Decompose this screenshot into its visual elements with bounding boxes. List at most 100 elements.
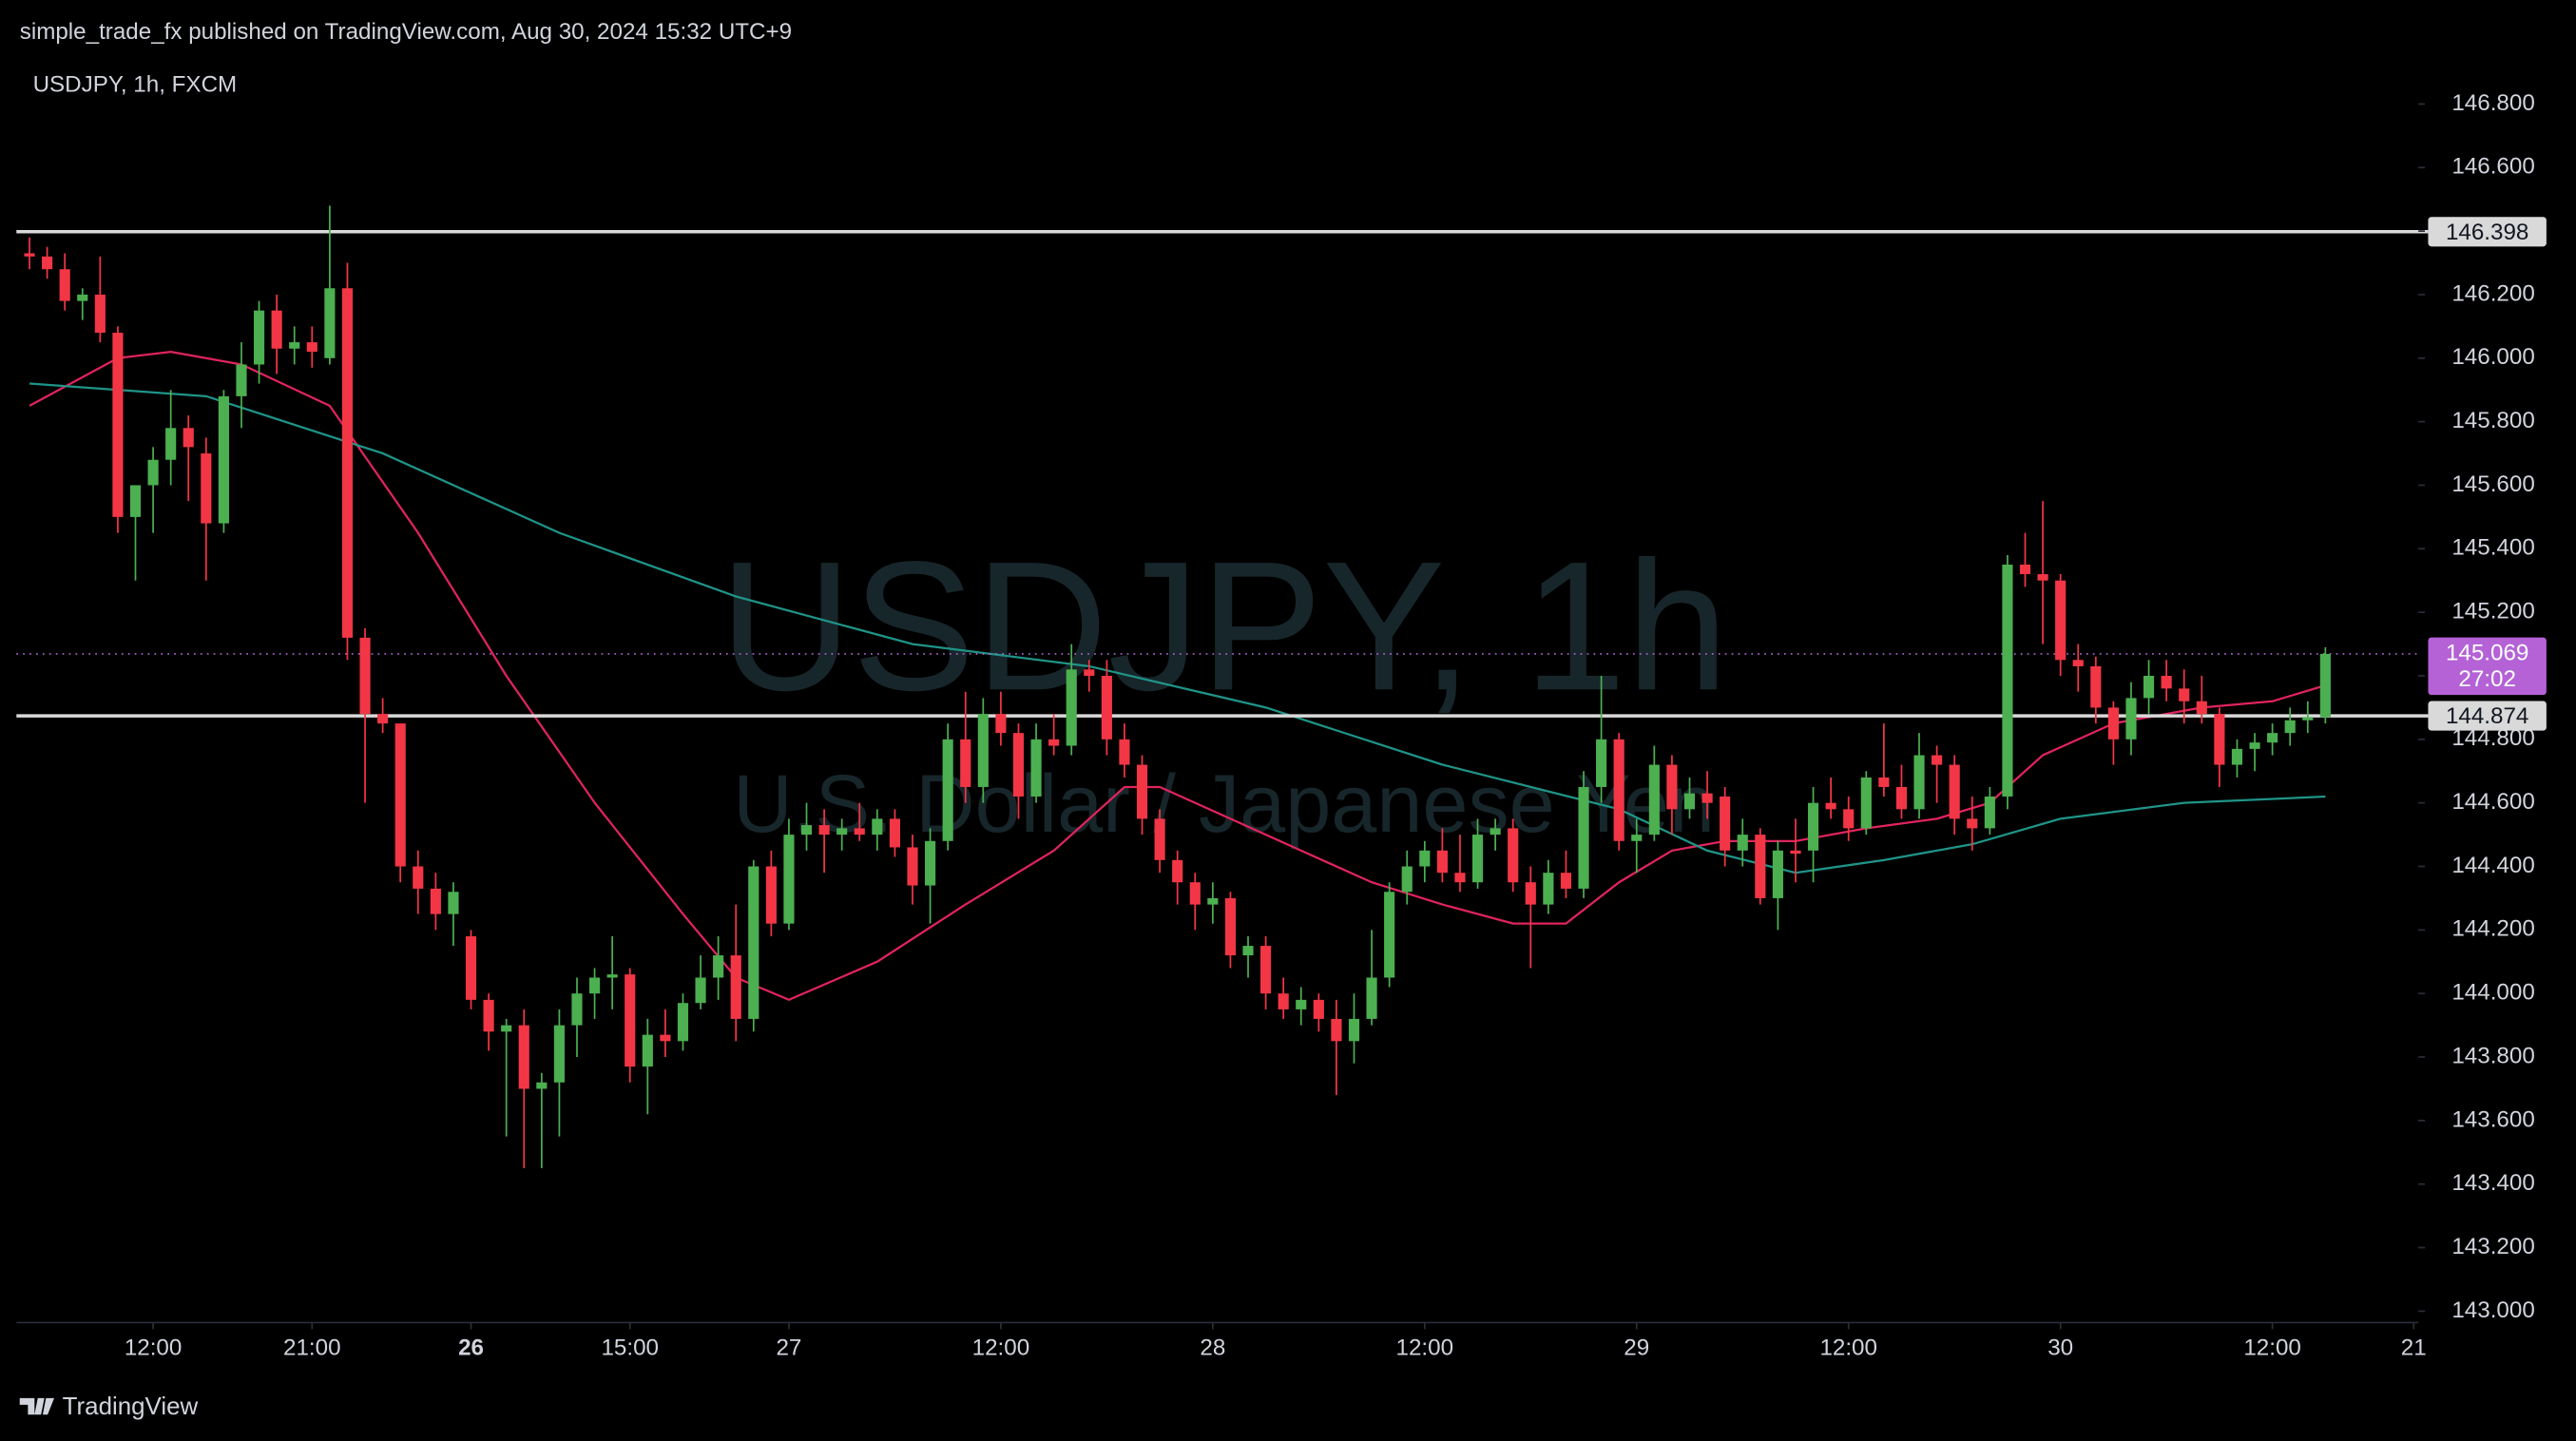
- candle-body: [271, 310, 282, 349]
- candle-body: [2249, 742, 2260, 749]
- candle-body: [995, 714, 1007, 734]
- candle-body: [1755, 835, 1766, 898]
- y-tick-label: 143.400: [2451, 1170, 2534, 1196]
- candle-body: [783, 835, 795, 924]
- candle-body: [94, 294, 106, 334]
- candle-body: [448, 892, 459, 914]
- candle-body: [1348, 1018, 1360, 1042]
- candle-body: [1790, 850, 1801, 855]
- candle-body: [1296, 999, 1307, 1009]
- price-label: 144.874: [2446, 703, 2528, 729]
- candle-body: [2267, 733, 2278, 743]
- candle-body: [2002, 565, 2013, 797]
- x-tick-label: 30: [2047, 1335, 2073, 1360]
- candle-body: [660, 1034, 671, 1042]
- candle-body: [1436, 850, 1448, 874]
- y-tick-label: 146.000: [2451, 344, 2534, 370]
- moving-average: [29, 382, 2326, 874]
- candle-body: [112, 333, 124, 517]
- candle-body: [2072, 660, 2084, 666]
- candle-body: [606, 974, 618, 978]
- candle-body: [642, 1034, 653, 1067]
- candle-body: [1224, 897, 1237, 956]
- candle-body: [1932, 755, 1943, 765]
- candle-body: [129, 485, 142, 517]
- y-tick-label: 144.400: [2451, 853, 2534, 878]
- x-tick-label: 28: [1200, 1335, 1225, 1360]
- candle-body: [324, 288, 336, 358]
- candle-body: [730, 955, 741, 1019]
- price-label-box: [2428, 701, 2547, 731]
- candle-body: [518, 1025, 529, 1089]
- candle-body: [465, 936, 477, 1000]
- watermark-description: U.S. Dollar / Japanese Yen: [733, 759, 1715, 850]
- candle-body: [2302, 717, 2314, 720]
- x-tick-label: 12:00: [1819, 1335, 1877, 1360]
- candle-body: [1490, 828, 1501, 836]
- candle-body: [2090, 665, 2102, 708]
- candle-body: [413, 866, 424, 889]
- candle-body: [1030, 739, 1042, 797]
- candle-body: [42, 256, 53, 270]
- candle-body: [2125, 698, 2137, 740]
- candle-body: [1843, 809, 1855, 829]
- candle-body: [2179, 688, 2190, 701]
- candle-body: [553, 1025, 565, 1083]
- candle-body: [1825, 802, 1836, 810]
- footer-brand[interactable]: TradingView: [63, 1393, 199, 1420]
- x-tick-label: 26: [458, 1335, 484, 1360]
- candle-body: [800, 825, 813, 836]
- x-tick-label: 12:00: [1396, 1335, 1454, 1360]
- y-tick-label: 145.200: [2451, 599, 2534, 624]
- candle-body: [872, 818, 883, 836]
- candle-body: [1242, 946, 1254, 956]
- candle-body: [1666, 764, 1678, 810]
- candle-body: [165, 428, 177, 460]
- watermark-symbol: USDJPY, 1h: [720, 524, 1729, 729]
- x-tick-label: 12:00: [125, 1335, 183, 1360]
- last-price-label: 145.069: [2446, 640, 2528, 665]
- candle-body: [2231, 748, 2243, 765]
- candle-body: [1419, 850, 1431, 867]
- tradingview-logo: [19, 1397, 55, 1415]
- candle-body: [2214, 714, 2225, 765]
- candle-body: [218, 395, 229, 524]
- y-tick-label: 143.600: [2451, 1106, 2534, 1132]
- y-tick-label: 143.000: [2451, 1297, 2534, 1323]
- candle-body: [1207, 897, 1219, 905]
- candle-body: [2019, 565, 2031, 575]
- candle-body: [430, 888, 441, 914]
- candle-body: [253, 310, 265, 365]
- candle-body: [1172, 859, 1183, 883]
- y-tick-label: 146.800: [2451, 90, 2534, 116]
- candle-body: [1772, 850, 1783, 898]
- candle-body: [925, 840, 936, 886]
- candle-body: [1366, 977, 1377, 1019]
- price-label-box: [2428, 217, 2547, 247]
- candle-body: [1613, 739, 1624, 841]
- y-tick-label: 145.600: [2451, 471, 2534, 497]
- candle-body: [942, 739, 953, 841]
- candle-body: [24, 253, 35, 257]
- candle-body: [1949, 764, 1960, 819]
- candle-body: [1154, 818, 1165, 860]
- candle-body: [1260, 946, 1272, 994]
- x-tick-label: 21: [2401, 1335, 2427, 1360]
- candle-body: [1454, 873, 1466, 883]
- candle-body: [1084, 669, 1095, 676]
- y-tick-label: 143.800: [2451, 1043, 2534, 1068]
- countdown: 27:02: [2458, 666, 2516, 692]
- candle-body: [147, 459, 159, 486]
- candle-body: [1631, 835, 1643, 841]
- candle-body: [1101, 675, 1112, 740]
- candle-body: [1331, 1018, 1342, 1042]
- candle-body: [1012, 733, 1025, 797]
- x-tick-label: 21:00: [283, 1335, 341, 1360]
- candle-body: [960, 739, 971, 787]
- candle-body: [2107, 707, 2119, 740]
- last-price-box: [2428, 637, 2547, 696]
- candle-body: [236, 364, 247, 396]
- y-tick-label: 143.200: [2451, 1234, 2534, 1259]
- candle-body: [394, 723, 406, 867]
